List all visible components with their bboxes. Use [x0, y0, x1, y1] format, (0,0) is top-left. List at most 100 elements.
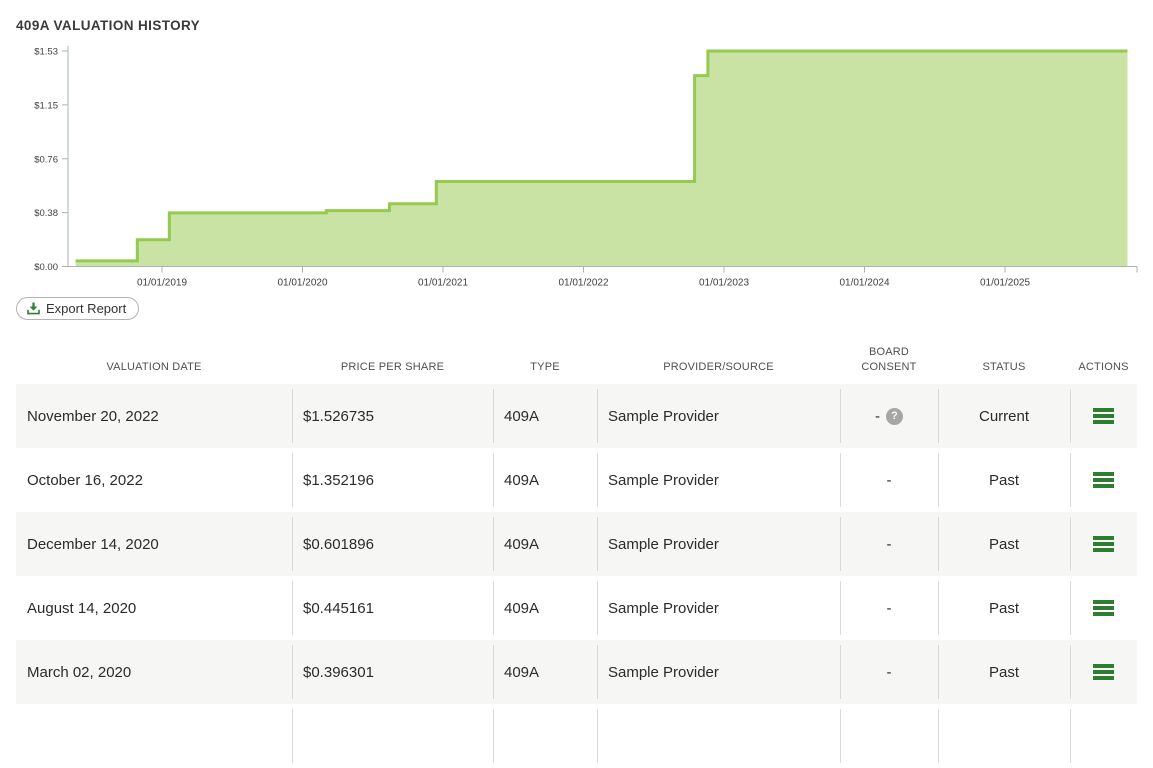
menu-icon-bar [1093, 548, 1114, 552]
menu-icon-bar [1093, 670, 1114, 674]
column-header-status: STATUS [982, 360, 1026, 373]
table-row: November 20, 2022 $1.526735 409A Sample Pro… [16, 384, 1137, 448]
date-cell: October 16, 2022 [27, 471, 143, 489]
row-actions-menu-button[interactable] [1091, 597, 1116, 619]
table-row: March 02, 2020 $0.396301 409A Sample Provid… [16, 640, 1137, 704]
chart-area-fill [75, 51, 1128, 267]
help-icon[interactable]: ? [886, 407, 903, 425]
board_consent-cell: - [840, 576, 938, 640]
board_consent-cell: - [840, 512, 938, 576]
download-icon [27, 302, 40, 315]
x-tick-label: 01/01/2025 [980, 278, 1030, 289]
board_consent-cell: -? [840, 384, 938, 448]
status-cell: Past [938, 640, 1070, 704]
board_consent-cell: - [840, 448, 938, 512]
menu-icon-bar [1093, 414, 1114, 418]
type-cell [493, 704, 597, 768]
price-cell: $0.445161 [292, 576, 493, 640]
actions-cell [1070, 576, 1137, 640]
status-cell: Past [938, 512, 1070, 576]
row-actions-menu-button[interactable] [1091, 661, 1116, 683]
valuation-history-chart: $0.00 $0.38 $0.76 $1.15 $1.53 01/01/2019 01/01… [0, 40, 1153, 292]
board-consent-value: - [886, 471, 892, 489]
column-header-date: VALUATION DATE [106, 360, 202, 373]
actions-cell [1070, 512, 1137, 576]
table-row: October 16, 2022 $1.352196 409A Sample Prov… [16, 448, 1137, 512]
provider-cell [597, 704, 840, 768]
menu-icon-bar [1093, 478, 1114, 482]
provider-cell: Sample Provider [597, 384, 840, 448]
chart-step-line [75, 49, 1128, 263]
price-cell: $0.601896 [292, 512, 493, 576]
column-header-provider: PROVIDER/SOURCE [663, 360, 774, 373]
table-row: December 14, 2020 $0.601896 409A Sample Pro… [16, 512, 1137, 576]
actions-cell [1070, 384, 1137, 448]
column-header-actions: ACTIONS [1078, 360, 1129, 373]
price-cell: $1.352196 [292, 448, 493, 512]
board_consent-cell [840, 704, 938, 768]
status-cell: Current [938, 384, 1070, 448]
menu-icon-bar [1093, 606, 1114, 610]
menu-icon-bar [1093, 612, 1114, 616]
export-report-label: Export Report [46, 301, 127, 316]
type-cell: 409A [493, 576, 597, 640]
menu-icon-bar [1093, 472, 1114, 476]
column-header-board_consent: BOARD CONSENT [861, 346, 917, 373]
y-tick-label: $0.76 [34, 154, 58, 165]
board-consent-value: - [886, 535, 892, 553]
board-consent-value: - [875, 407, 880, 425]
y-tick-label: $0.38 [34, 208, 58, 219]
provider-cell: Sample Provider [597, 448, 840, 512]
table-row [16, 704, 1137, 768]
type-cell: 409A [493, 640, 597, 704]
menu-icon-bar [1093, 536, 1114, 540]
provider-cell: Sample Provider [597, 640, 840, 704]
x-tick-label: 01/01/2022 [558, 278, 608, 289]
actions-cell [1070, 640, 1137, 704]
status-cell: Past [938, 448, 1070, 512]
x-tick-label: 01/01/2019 [137, 278, 187, 289]
date-cell [16, 704, 292, 768]
y-tick-label: $1.15 [34, 100, 58, 111]
export-report-button[interactable]: Export Report [16, 297, 140, 320]
date-cell: December 14, 2020 [27, 535, 159, 553]
table-body: November 20, 2022 $1.526735 409A Sample Pro… [16, 384, 1137, 768]
board-consent-value: - [886, 599, 892, 617]
row-actions-menu-button[interactable] [1091, 469, 1116, 491]
row-actions-menu-button[interactable] [1091, 533, 1116, 555]
x-tick-label: 01/01/2024 [839, 278, 889, 289]
menu-icon-bar [1093, 542, 1114, 546]
menu-icon-bar [1093, 484, 1114, 488]
actions-cell [1070, 704, 1137, 768]
menu-icon-bar [1093, 600, 1114, 604]
menu-icon-bar [1093, 664, 1114, 668]
table-row: August 14, 2020 $0.445161 409A Sample Provi… [16, 576, 1137, 640]
date-cell: March 02, 2020 [27, 663, 132, 681]
x-tick-label: 01/01/2020 [277, 278, 327, 289]
column-header-price: PRICE PER SHARE [340, 360, 445, 373]
row-actions-menu-button[interactable] [1091, 405, 1116, 427]
provider-cell: Sample Provider [597, 576, 840, 640]
actions-cell [1070, 448, 1137, 512]
type-cell: 409A [493, 448, 597, 512]
price-cell: $0.396301 [292, 640, 493, 704]
type-cell: 409A [493, 512, 597, 576]
column-header-type: TYPE [530, 360, 560, 373]
price-cell [292, 704, 493, 768]
table-header-row: VALUATION DATE PRICE PER SHARE TYPE PROVIDE… [16, 337, 1137, 384]
page-title: 409A VALUATION HISTORY [16, 18, 201, 33]
x-tick-label: 01/01/2023 [699, 278, 749, 289]
status-cell [938, 704, 1070, 768]
valuation-chart-svg: $0.00 $0.38 $0.76 $1.15 $1.53 01/01/2019 01/01… [34, 46, 1138, 289]
price-cell: $1.526735 [292, 384, 493, 448]
menu-icon-bar [1093, 420, 1114, 424]
menu-icon-bar [1093, 676, 1114, 680]
x-tick-label: 01/01/2021 [418, 278, 468, 289]
type-cell: 409A [493, 384, 597, 448]
menu-icon-bar [1093, 408, 1114, 412]
board_consent-cell: - [840, 640, 938, 704]
date-cell: August 14, 2020 [27, 599, 137, 617]
status-cell: Past [938, 576, 1070, 640]
provider-cell: Sample Provider [597, 512, 840, 576]
date-cell: November 20, 2022 [27, 407, 159, 425]
